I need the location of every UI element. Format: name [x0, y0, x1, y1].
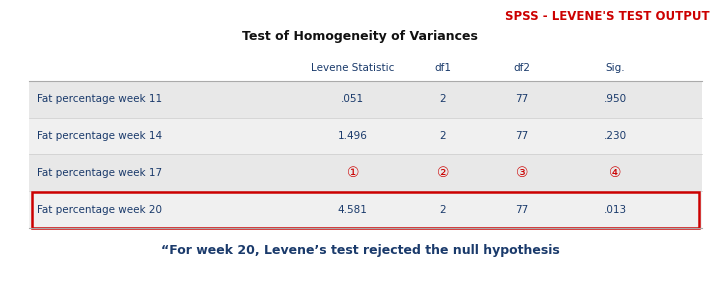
Text: 77: 77 [516, 205, 528, 215]
Text: 77: 77 [516, 131, 528, 141]
Text: SPSS - LEVENE'S TEST OUTPUT: SPSS - LEVENE'S TEST OUTPUT [505, 10, 709, 23]
Text: Fat percentage week 14: Fat percentage week 14 [37, 131, 163, 141]
Text: Fat percentage week 17: Fat percentage week 17 [37, 168, 163, 178]
Text: .051: .051 [341, 94, 364, 104]
Text: df2: df2 [513, 63, 531, 73]
Text: Test of Homogeneity of Variances: Test of Homogeneity of Variances [242, 30, 478, 43]
Text: .950: .950 [604, 94, 627, 104]
Text: 2: 2 [439, 94, 446, 104]
Text: Fat percentage week 11: Fat percentage week 11 [37, 94, 163, 104]
Text: ②: ② [436, 166, 449, 180]
Text: 2: 2 [439, 131, 446, 141]
Text: Levene Statistic: Levene Statistic [311, 63, 395, 73]
Text: .230: .230 [604, 131, 627, 141]
Text: 4.581: 4.581 [338, 205, 368, 215]
Text: ③: ③ [516, 166, 528, 180]
Text: Fat percentage week 20: Fat percentage week 20 [37, 205, 163, 215]
Text: Sig.: Sig. [606, 63, 626, 73]
Text: .013: .013 [604, 205, 627, 215]
Text: df1: df1 [434, 63, 451, 73]
Text: 1.496: 1.496 [338, 131, 368, 141]
Text: ④: ④ [609, 166, 622, 180]
Text: 77: 77 [516, 94, 528, 104]
Text: 2: 2 [439, 205, 446, 215]
Text: ①: ① [346, 166, 359, 180]
Text: “For week 20, Levene’s test rejected the null hypothesis: “For week 20, Levene’s test rejected the… [161, 244, 559, 257]
